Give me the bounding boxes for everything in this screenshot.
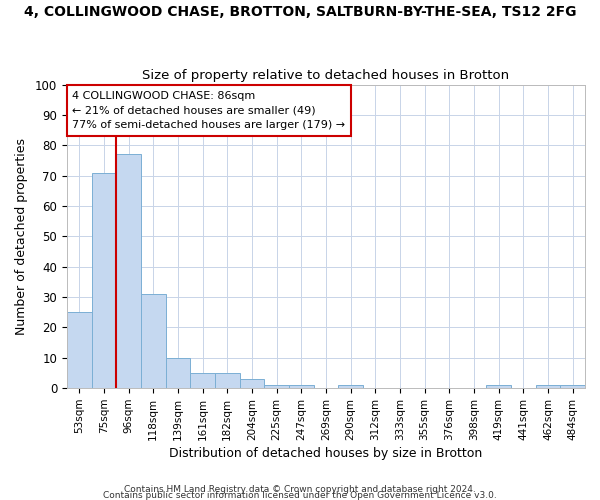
Bar xyxy=(239,379,264,388)
Text: Contains HM Land Registry data © Crown copyright and database right 2024.: Contains HM Land Registry data © Crown c… xyxy=(124,484,476,494)
Bar xyxy=(166,358,190,388)
Title: Size of property relative to detached houses in Brotton: Size of property relative to detached ho… xyxy=(142,69,509,82)
Bar xyxy=(190,373,215,388)
Text: 4, COLLINGWOOD CHASE, BROTTON, SALTBURN-BY-THE-SEA, TS12 2FG: 4, COLLINGWOOD CHASE, BROTTON, SALTBURN-… xyxy=(24,5,576,19)
Bar xyxy=(116,154,141,388)
Bar xyxy=(215,373,239,388)
Bar xyxy=(264,385,289,388)
X-axis label: Distribution of detached houses by size in Brotton: Distribution of detached houses by size … xyxy=(169,447,482,460)
Bar xyxy=(560,385,585,388)
Bar xyxy=(141,294,166,388)
Bar xyxy=(67,312,92,388)
Bar xyxy=(487,385,511,388)
Bar xyxy=(289,385,314,388)
Bar xyxy=(536,385,560,388)
Bar xyxy=(338,385,363,388)
Text: 4 COLLINGWOOD CHASE: 86sqm
← 21% of detached houses are smaller (49)
77% of semi: 4 COLLINGWOOD CHASE: 86sqm ← 21% of deta… xyxy=(72,90,345,130)
Text: Contains public sector information licensed under the Open Government Licence v3: Contains public sector information licen… xyxy=(103,490,497,500)
Bar xyxy=(92,172,116,388)
Y-axis label: Number of detached properties: Number of detached properties xyxy=(15,138,28,335)
